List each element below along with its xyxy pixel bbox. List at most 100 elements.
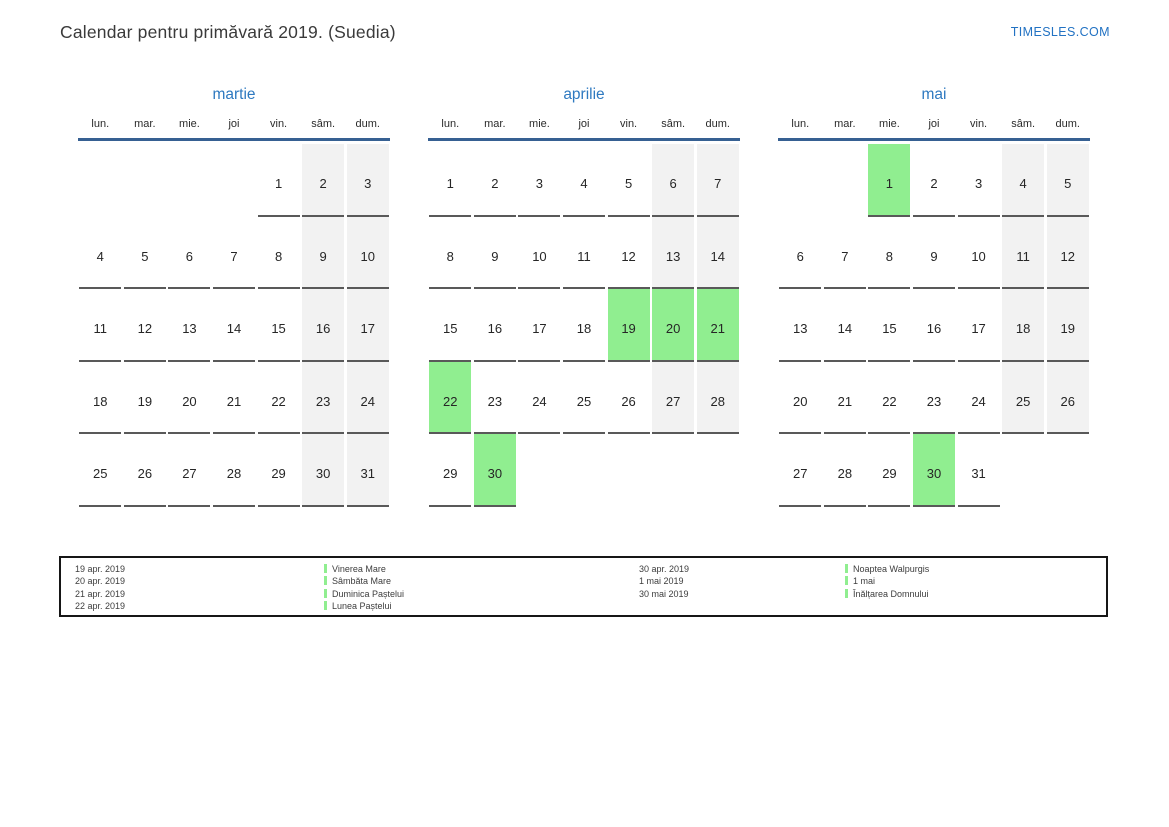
day-number: 18 xyxy=(79,362,122,434)
site-link[interactable]: TIMESLES.COM xyxy=(1010,25,1110,39)
day-number: 27 xyxy=(168,434,211,507)
day-cell: 20 xyxy=(651,289,696,362)
day-number: 13 xyxy=(779,289,822,362)
weekday-header-row: lun. mar. mie. joi vin. sâm. dum. xyxy=(78,118,390,141)
day-cell: 9 xyxy=(473,217,518,289)
day-number: 2 xyxy=(912,144,955,217)
day-cell: 22 xyxy=(428,361,473,434)
day-number: 21 xyxy=(212,362,255,434)
weekday-label: lun. xyxy=(91,118,110,130)
day-cell: 30 xyxy=(912,434,957,507)
day-number: 28 xyxy=(823,434,866,507)
day-number: 22 xyxy=(429,361,472,434)
day-number: 24 xyxy=(518,362,561,434)
day-number: 14 xyxy=(212,289,255,362)
legend-entry: Duminica Paștelui xyxy=(324,588,404,600)
holiday-marker-bar xyxy=(324,564,327,573)
day-number: 7 xyxy=(212,217,255,289)
weekday-header-row: lun. mar. mie. joi vin. sâm. dum. xyxy=(778,118,1090,141)
day-number: 5 xyxy=(607,144,650,217)
day-number: 8 xyxy=(429,217,472,289)
day-cell: 30 xyxy=(473,434,518,507)
legend-entry: Înălțarea Domnului xyxy=(845,588,929,600)
empty-cell xyxy=(517,434,562,507)
day-number: 8 xyxy=(868,217,911,289)
day-cell: 13 xyxy=(778,289,823,362)
day-number: 26 xyxy=(123,434,166,507)
day-cell: 7 xyxy=(695,144,740,217)
legend-entry-name: Noaptea Walpurgis xyxy=(853,564,930,574)
day-cell: 12 xyxy=(1045,216,1090,289)
day-cell: 18 xyxy=(1001,289,1046,362)
weekday-label: vin. xyxy=(970,118,988,130)
day-cell: 9 xyxy=(912,217,957,289)
day-number: 6 xyxy=(168,217,211,289)
day-number: 14 xyxy=(696,216,739,289)
day-cell: 6 xyxy=(167,217,212,289)
day-cell: 19 xyxy=(1045,289,1090,362)
empty-day xyxy=(563,434,605,507)
day-number: 17 xyxy=(518,289,561,362)
day-number: 1 xyxy=(868,144,911,217)
day-number: 2 xyxy=(302,144,345,217)
day-cell: 15 xyxy=(428,289,473,362)
day-number: 30 xyxy=(302,434,345,507)
day-cell: 25 xyxy=(1001,361,1046,434)
day-cell: 2 xyxy=(912,144,957,217)
day-cell: 13 xyxy=(651,216,696,289)
month-grid: 1 2 3 4 5 6 7 8 9 10 11 12 13 14 15 16 17 18 19 20 21 22 23 24 2… xyxy=(428,144,740,507)
day-cell: 11 xyxy=(562,217,607,289)
day-number: 15 xyxy=(257,289,300,362)
day-number: 11 xyxy=(79,289,122,362)
empty-day xyxy=(518,434,560,507)
legend-entry: Vinerea Mare xyxy=(324,563,404,575)
day-number: 18 xyxy=(1002,289,1045,362)
weekday-label: sâm. xyxy=(661,118,686,130)
weekday-label: mar. xyxy=(134,118,156,130)
day-number: 18 xyxy=(562,289,605,362)
day-number: 4 xyxy=(562,144,605,217)
day-number: 25 xyxy=(1002,361,1045,434)
day-number: 31 xyxy=(346,434,389,507)
day-cell: 6 xyxy=(778,217,823,289)
day-number: 4 xyxy=(79,217,122,289)
day-cell: 12 xyxy=(606,217,651,289)
day-number: 11 xyxy=(1002,216,1045,289)
month-aprilie: aprilie lun. mar. mie. joi vin. sâm. dum. 1 2 3 4 5 6… xyxy=(428,86,740,507)
empty-cell xyxy=(123,144,168,217)
day-cell: 26 xyxy=(1045,361,1090,434)
day-number: 9 xyxy=(912,217,955,289)
empty-day xyxy=(168,144,210,217)
holiday-marker-bar xyxy=(324,601,327,611)
day-number: 3 xyxy=(957,144,1000,217)
day-cell: 16 xyxy=(473,289,518,362)
day-cell: 22 xyxy=(256,362,301,434)
empty-cell xyxy=(1001,434,1046,507)
day-cell: 19 xyxy=(606,289,651,362)
day-number: 15 xyxy=(429,289,472,362)
day-cell: 21 xyxy=(212,362,257,434)
empty-day xyxy=(652,434,694,507)
day-number: 23 xyxy=(302,361,345,434)
day-cell: 17 xyxy=(517,289,562,362)
day-number: 11 xyxy=(562,217,605,289)
day-cell: 25 xyxy=(562,362,607,434)
day-number: 7 xyxy=(696,144,739,217)
day-number: 30 xyxy=(473,434,516,507)
day-cell: 28 xyxy=(823,434,868,507)
day-cell: 14 xyxy=(823,289,868,362)
empty-cell xyxy=(562,434,607,507)
empty-cell xyxy=(695,434,740,507)
day-number: 28 xyxy=(212,434,255,507)
day-cell: 2 xyxy=(473,144,518,217)
day-cell: 14 xyxy=(212,289,257,362)
weekday-label: mie. xyxy=(179,118,200,130)
weekday-label: mie. xyxy=(529,118,550,130)
day-number: 22 xyxy=(257,362,300,434)
day-number: 10 xyxy=(346,216,389,289)
empty-cell xyxy=(78,144,123,217)
day-number: 21 xyxy=(696,289,739,362)
day-cell: 23 xyxy=(301,361,346,434)
day-cell: 21 xyxy=(823,362,868,434)
day-number: 19 xyxy=(607,289,650,362)
